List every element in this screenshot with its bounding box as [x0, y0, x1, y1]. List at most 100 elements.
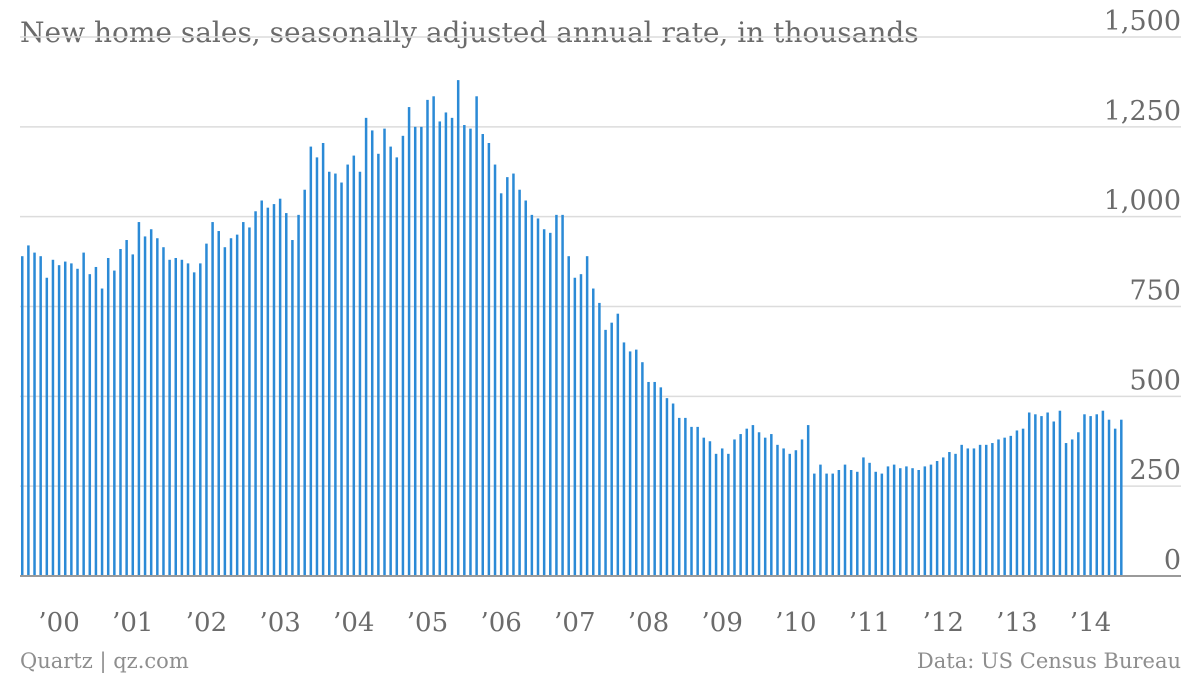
bar — [714, 453, 718, 576]
bar — [1113, 428, 1117, 576]
bar — [1058, 410, 1062, 576]
chart-title: New home sales, seasonally adjusted annu… — [20, 16, 919, 49]
bar — [143, 236, 147, 576]
bar — [1083, 414, 1086, 576]
bar — [800, 439, 804, 576]
source-credit: Quartz | qz.com — [20, 649, 189, 674]
bar — [426, 99, 429, 576]
x-tick-label: ’06 — [480, 608, 521, 638]
x-tick-label: ’07 — [554, 608, 595, 638]
bar — [113, 270, 116, 576]
bar — [438, 121, 442, 576]
y-tick-label: 500 — [1129, 365, 1181, 396]
bar — [33, 252, 36, 576]
bar — [340, 182, 343, 576]
bar — [370, 130, 374, 576]
bar — [524, 200, 527, 576]
bar — [125, 240, 128, 576]
bar — [757, 432, 761, 576]
bar — [328, 171, 331, 576]
bar — [972, 448, 976, 576]
bar — [192, 272, 196, 576]
x-tick-label: ’12 — [923, 608, 964, 638]
bar — [88, 274, 92, 576]
bar — [1046, 412, 1049, 576]
x-axis-tick-labels: ’00 ’01 ’02 ’03 ’04 ’05 ’06 ’07 ’08 ’09 ’10 ’11 ’12 ’… — [38, 608, 1111, 638]
bar — [297, 214, 300, 576]
bar — [518, 189, 521, 576]
bar — [899, 468, 902, 576]
bar — [917, 470, 920, 576]
bar — [395, 157, 399, 576]
bar — [874, 471, 877, 576]
x-tick-label: ’08 — [628, 608, 669, 638]
bar — [592, 288, 595, 576]
bar — [567, 256, 570, 576]
bar — [1070, 439, 1074, 576]
bar — [849, 470, 853, 576]
bar — [1009, 435, 1013, 576]
bar — [622, 342, 626, 576]
bar — [684, 417, 687, 576]
bar — [260, 200, 263, 576]
bar — [635, 349, 638, 576]
bar — [309, 146, 313, 576]
bar — [653, 381, 656, 576]
bar — [1064, 443, 1068, 576]
bar — [819, 464, 822, 576]
y-tick-label: 250 — [1129, 455, 1181, 486]
bar — [886, 466, 890, 576]
bar — [831, 473, 834, 576]
bar — [389, 146, 392, 576]
y-axis-tick-labels: 0 250 500 750 1,000 1,250 1,500 — [1104, 6, 1181, 576]
bar — [156, 238, 159, 577]
bar — [776, 444, 779, 576]
bar — [248, 227, 251, 576]
x-tick-label: ’11 — [849, 608, 890, 638]
bar — [923, 466, 927, 576]
y-tick-label: 0 — [1164, 545, 1181, 576]
bar — [720, 448, 724, 576]
y-tick-label: 1,000 — [1104, 186, 1181, 217]
bar — [352, 155, 356, 576]
bar — [868, 462, 871, 576]
bar — [506, 177, 509, 576]
bar — [1095, 414, 1098, 576]
bar — [530, 214, 534, 576]
bar — [708, 441, 712, 576]
bar — [413, 126, 417, 576]
bar — [628, 351, 632, 576]
bar — [536, 218, 540, 576]
bar — [199, 263, 202, 576]
bar — [1003, 437, 1006, 576]
bar — [794, 450, 798, 576]
bar — [321, 143, 325, 576]
bar — [487, 143, 491, 576]
bar — [377, 153, 380, 576]
bar — [942, 457, 945, 576]
bar — [278, 198, 282, 576]
bar — [285, 213, 288, 576]
bar — [1052, 421, 1056, 576]
bar — [149, 229, 153, 577]
x-tick-label: ’13 — [996, 608, 1037, 638]
bar — [782, 448, 785, 576]
bar — [911, 468, 914, 576]
bar — [364, 117, 368, 576]
x-tick-label: ’05 — [407, 608, 448, 638]
bar — [610, 322, 613, 576]
bar — [512, 173, 515, 577]
bar — [573, 277, 577, 576]
data-source: Data: US Census Bureau — [917, 649, 1181, 673]
bar — [905, 466, 908, 576]
bar — [549, 232, 552, 576]
bar — [954, 453, 957, 576]
bar — [813, 473, 816, 576]
bar — [1021, 428, 1025, 576]
bar — [751, 425, 755, 576]
bar — [358, 171, 362, 576]
bar — [242, 222, 245, 576]
bar — [254, 211, 257, 576]
bar — [788, 453, 791, 576]
